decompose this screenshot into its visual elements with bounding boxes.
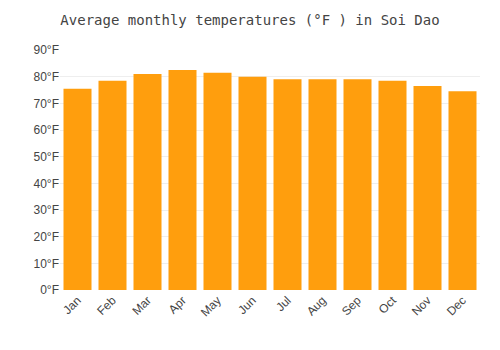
svg-text:50°F: 50°F [34, 150, 59, 164]
svg-text:Jul: Jul [273, 293, 294, 314]
svg-text:Jan: Jan [60, 293, 84, 317]
svg-text:20°F: 20°F [34, 230, 59, 244]
svg-text:30°F: 30°F [34, 203, 59, 217]
svg-text:Oct: Oct [376, 293, 400, 317]
svg-text:80°F: 80°F [34, 70, 59, 84]
svg-text:Nov: Nov [409, 293, 434, 318]
svg-text:60°F: 60°F [34, 123, 59, 137]
svg-text:70°F: 70°F [34, 97, 59, 111]
svg-text:40°F: 40°F [34, 177, 59, 191]
svg-text:0°F: 0°F [40, 283, 59, 297]
svg-text:Aug: Aug [304, 293, 329, 318]
svg-text:10°F: 10°F [34, 257, 59, 271]
svg-text:Feb: Feb [94, 293, 119, 318]
svg-text:Dec: Dec [444, 293, 469, 318]
svg-text:Average monthly temperatures (: Average monthly temperatures (°F ) in So… [60, 12, 439, 28]
svg-text:Sep: Sep [339, 293, 364, 318]
svg-text:Jun: Jun [235, 293, 259, 317]
svg-text:May: May [198, 293, 224, 319]
svg-text:Apr: Apr [166, 293, 189, 316]
svg-text:90°F: 90°F [34, 43, 59, 57]
svg-text:Mar: Mar [129, 293, 154, 318]
